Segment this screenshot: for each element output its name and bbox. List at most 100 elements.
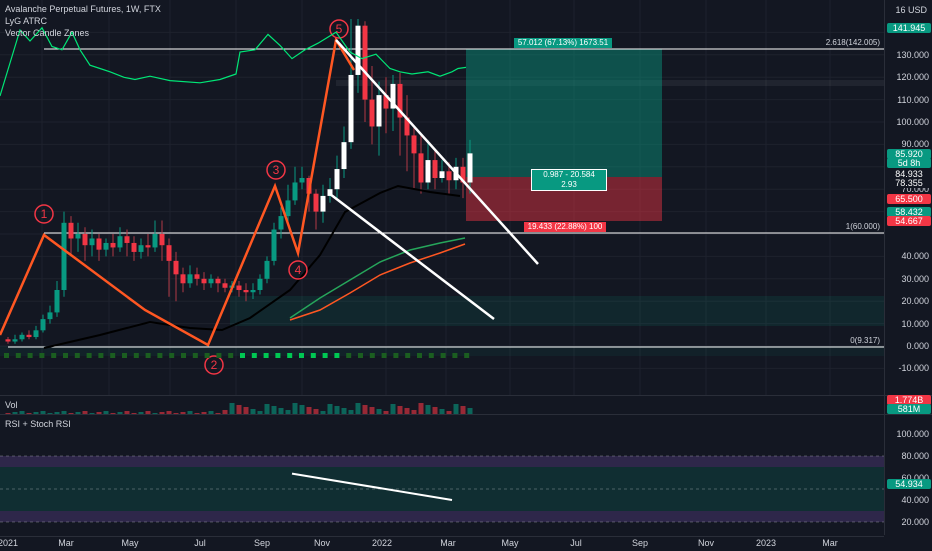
candle-body xyxy=(418,153,424,183)
rsi-chart xyxy=(0,455,884,523)
vector-marker xyxy=(393,353,399,358)
wave-marker xyxy=(329,19,349,39)
wave-label: 4 xyxy=(295,263,302,277)
candle-body xyxy=(320,195,326,212)
candle xyxy=(327,178,333,203)
price-tick: 20.000 xyxy=(901,296,929,307)
candle-body xyxy=(341,142,347,170)
rsi-label[interactable]: RSI + Stoch RSI xyxy=(5,419,71,429)
supply-zone xyxy=(336,80,884,86)
candle xyxy=(19,332,25,342)
volume-bar xyxy=(117,412,123,414)
price-axis[interactable]: 16 USD 130.000 120.000 110.000 100.000 90.00… xyxy=(884,0,932,395)
time-label: Sep xyxy=(253,538,271,548)
candle xyxy=(201,272,207,290)
volume-bar xyxy=(334,406,340,414)
candle xyxy=(439,160,445,183)
volume-bar xyxy=(460,406,466,414)
rsi-tick: 80.000 xyxy=(901,451,929,461)
vector-marker xyxy=(428,353,434,358)
vector-marker xyxy=(369,353,375,358)
wave-marker xyxy=(288,260,308,280)
volume-bar xyxy=(341,408,347,414)
candle xyxy=(320,184,326,223)
candle xyxy=(334,155,340,199)
volume-tag-down: 1.774B xyxy=(887,395,931,405)
volume-bar xyxy=(75,412,81,414)
price-tag: 54.667 xyxy=(887,216,931,227)
volume-bar xyxy=(439,409,445,414)
volume-bar xyxy=(432,407,438,414)
vector-marker xyxy=(98,353,104,358)
rsi-axis: 100.000 80.000 60.000 40.000 20.000 54.934 xyxy=(884,415,932,535)
vector-marker xyxy=(464,353,470,358)
volume-bar xyxy=(166,411,172,414)
currency-label[interactable]: 16 USD xyxy=(895,5,927,15)
candle-body xyxy=(124,236,130,243)
candle xyxy=(292,166,298,205)
candle-body xyxy=(33,330,39,338)
candle-body xyxy=(194,274,200,279)
candle xyxy=(159,220,165,261)
fib-label: 0(9.317) xyxy=(850,336,880,345)
candle-body xyxy=(47,312,53,320)
candle-body xyxy=(138,245,144,252)
candle-body xyxy=(75,234,81,239)
candle xyxy=(313,189,319,230)
rsi-pane[interactable] xyxy=(0,415,884,535)
candle-body xyxy=(250,290,256,293)
vector-marker xyxy=(51,353,57,358)
volume-bar xyxy=(54,412,60,414)
time-axis[interactable]: 2021 Mar May Jul Sep Nov 2022 Mar May Jul Sep Nov 20… xyxy=(0,536,884,551)
time-label: May xyxy=(501,538,519,548)
fib-label: 1(60.000) xyxy=(846,222,881,231)
volume-bar xyxy=(383,411,389,414)
volume-label[interactable]: Vol xyxy=(5,400,18,410)
volume-bar xyxy=(271,406,277,414)
candle-body xyxy=(355,25,361,75)
volume-bar xyxy=(425,405,431,414)
price-chart-pane[interactable]: 2.618(142.005) 1(60.000) 0(9.317) 1 2 3 4 5 xyxy=(0,0,884,395)
candle xyxy=(376,81,382,156)
candle-body xyxy=(467,153,473,183)
wave-marker xyxy=(34,204,54,224)
candle xyxy=(236,281,242,297)
price-tag: 58.432 xyxy=(887,206,931,217)
volume-bar xyxy=(110,413,116,414)
vector-marker xyxy=(275,353,281,358)
vector-marker xyxy=(15,353,21,358)
time-label: Mar xyxy=(822,538,838,548)
volume-bar xyxy=(292,403,298,414)
candle-body xyxy=(96,238,102,250)
volume-bar xyxy=(355,403,361,414)
wave-label: 3 xyxy=(273,163,280,177)
volume-bar xyxy=(369,407,375,414)
candle xyxy=(460,157,466,199)
candle xyxy=(418,133,424,194)
vector-marker xyxy=(417,353,422,358)
volume-bar xyxy=(68,413,74,414)
candle xyxy=(285,184,291,223)
volume-bar xyxy=(180,412,186,414)
indicator-vector-candle-zones[interactable]: Vector Candle Zones xyxy=(5,28,90,38)
candle-body xyxy=(117,236,123,248)
candle-body xyxy=(215,278,221,284)
ma-black xyxy=(43,184,461,349)
candle-body xyxy=(404,117,410,136)
volume-bar xyxy=(19,411,25,414)
candle xyxy=(96,234,102,261)
volume-bar xyxy=(159,412,165,414)
vector-marker xyxy=(122,353,127,358)
price-tick: 130.000 xyxy=(896,49,929,60)
position-center-label: 0.987 - 20.584 2.93 xyxy=(531,169,607,191)
candle xyxy=(215,276,221,293)
candle xyxy=(411,126,417,190)
volume-pane[interactable] xyxy=(0,396,884,414)
volume-bar xyxy=(194,413,200,414)
volume-bar xyxy=(404,408,410,414)
candle xyxy=(124,229,130,257)
volume-bar xyxy=(208,411,214,414)
indicator-lyg-atrc[interactable]: LyG ATRC xyxy=(5,16,48,26)
vector-marker xyxy=(192,353,198,358)
price-chart[interactable]: 2.618(142.005) 1(60.000) 0(9.317) 1 2 3 4 5 xyxy=(0,0,884,395)
